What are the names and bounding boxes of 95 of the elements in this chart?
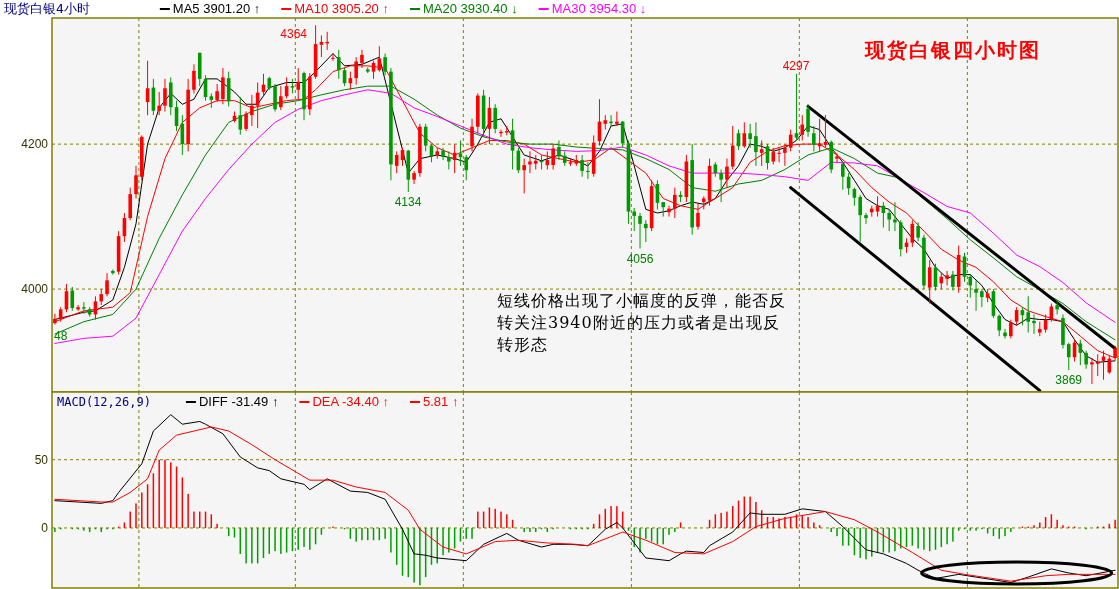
candlestick: [632, 207, 637, 232]
candlestick: [192, 63, 196, 94]
candlestick: [215, 83, 219, 103]
annotation: 4134: [394, 195, 422, 209]
candlestick: [1095, 353, 1100, 377]
legend-label: DIFF -31.49 ↑: [198, 394, 279, 409]
candlestick: [858, 194, 862, 243]
legend-label: MA20 3930.40 ↓: [422, 1, 518, 16]
candlestick: [748, 123, 752, 149]
candlestick: [783, 143, 787, 167]
candlestick: [447, 150, 451, 170]
candlestick: [615, 111, 619, 127]
annotation: 4056: [626, 252, 654, 266]
y-tick-label: 0: [41, 520, 49, 535]
candlestick: [244, 111, 248, 132]
annotation: 4297: [782, 59, 810, 73]
candlestick: [412, 170, 416, 185]
candlestick: [331, 53, 335, 62]
candlestick: [864, 212, 868, 225]
candlestick: [250, 94, 254, 127]
candlestick: [835, 153, 839, 163]
candlestick: [1003, 328, 1007, 339]
candlestick: [974, 279, 978, 312]
candlestick: [719, 168, 723, 203]
candlestick: [1084, 350, 1088, 370]
candlestick: [841, 161, 845, 191]
candlestick: [951, 270, 955, 292]
candlestick: [1009, 319, 1013, 339]
candlestick: [551, 143, 555, 170]
candlestick: [383, 53, 387, 76]
candlestick: [464, 154, 469, 181]
candlestick: [759, 139, 764, 167]
candlestick: [638, 212, 642, 249]
candlestick: [441, 147, 445, 161]
candlestick: [777, 147, 781, 163]
candlestick: [586, 161, 590, 180]
candlestick: [105, 272, 109, 297]
candlestick: [157, 91, 161, 116]
candlestick: [887, 208, 891, 232]
candlestick: [916, 221, 920, 242]
candlestick: [927, 259, 932, 305]
legend-label: MA5 3901.20 ↑: [172, 1, 261, 16]
candlestick: [134, 165, 138, 199]
legend-label: DEA -34.40 ↑: [312, 394, 389, 409]
candlestick: [128, 187, 133, 221]
candlestick: [76, 304, 80, 312]
legend-label: 5.81 ↑: [423, 394, 459, 409]
candlestick: [279, 85, 283, 111]
candlestick: [806, 103, 810, 138]
candlestick: [1090, 357, 1094, 385]
candlestick: [70, 286, 75, 312]
candlestick: [893, 201, 897, 232]
candlestick: [82, 301, 86, 315]
annotation: 现货白银四小时图: [864, 38, 1041, 62]
candlestick: [667, 205, 671, 218]
candlestick: [1066, 342, 1071, 371]
y-tick-label: 4200: [21, 137, 49, 152]
candlestick: [696, 203, 700, 231]
y-tick-label: 4000: [21, 282, 49, 297]
candlestick: [1032, 313, 1036, 335]
annotation: 4364: [280, 27, 308, 41]
candlestick: [754, 121, 758, 167]
annotation: 短线价格出现了小幅度的反弹，能否反转关注3940附近的压力或者是出现反转形态: [497, 291, 786, 354]
candlestick: [730, 125, 735, 170]
candlestick: [968, 274, 973, 299]
candlestick: [394, 150, 399, 174]
candlestick: [673, 187, 677, 219]
candlestick: [812, 125, 816, 152]
candlestick: [980, 288, 984, 308]
candlestick: [644, 219, 648, 243]
candlestick: [319, 34, 324, 58]
chart-title: 现货白银4小时: [4, 1, 90, 16]
candlestick: [522, 158, 526, 194]
candlestick: [493, 103, 497, 134]
legend-label: MA10 3905.20 ↑: [294, 1, 389, 16]
candlestick: [997, 313, 1002, 337]
annotation: 48: [54, 329, 68, 343]
chart-title: MACD(12,26,9): [57, 395, 151, 409]
candlestick: [823, 114, 828, 149]
candlestick: [817, 118, 822, 152]
annotation: 3869: [1055, 373, 1083, 387]
candlestick: [470, 118, 474, 152]
candlestick: [1026, 295, 1030, 334]
y-tick-label: 50: [34, 452, 49, 467]
candlestick: [580, 154, 584, 178]
candlestick: [794, 73, 799, 141]
candlestick: [725, 158, 729, 189]
candlestick: [238, 96, 243, 136]
candlestick: [800, 114, 805, 141]
legend-label: MA30 3954.30 ↓: [551, 1, 647, 16]
candlestick: [945, 270, 949, 286]
candlestick: [163, 78, 167, 112]
candlestick: [336, 49, 341, 80]
candlestick: [557, 139, 561, 161]
candlestick: [273, 83, 277, 112]
